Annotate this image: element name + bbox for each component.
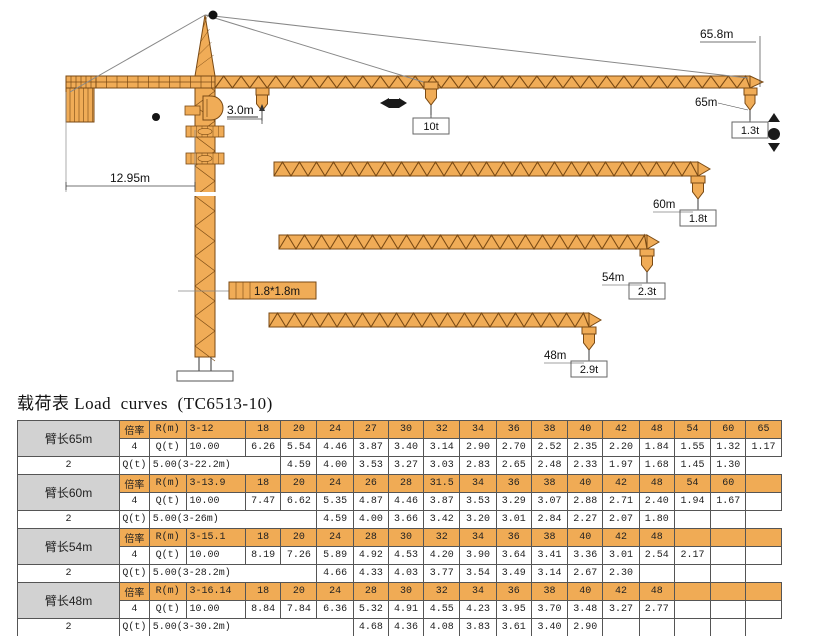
svg-text:2.3t: 2.3t [638, 286, 656, 298]
svg-text:54m: 54m [602, 272, 624, 284]
svg-text:60m: 60m [653, 199, 675, 211]
svg-text:10t: 10t [423, 121, 438, 133]
svg-text:12.95m: 12.95m [110, 171, 150, 185]
svg-text:1.3t: 1.3t [741, 125, 759, 137]
svg-text:1.8t: 1.8t [689, 213, 707, 225]
svg-text:3.0m: 3.0m [227, 103, 254, 117]
svg-text:2.9t: 2.9t [580, 364, 598, 376]
svg-text:1.8*1.8m: 1.8*1.8m [254, 286, 300, 298]
svg-text:65m: 65m [695, 97, 717, 109]
svg-text:65.8m: 65.8m [700, 27, 733, 41]
svg-text:48m: 48m [544, 350, 566, 362]
